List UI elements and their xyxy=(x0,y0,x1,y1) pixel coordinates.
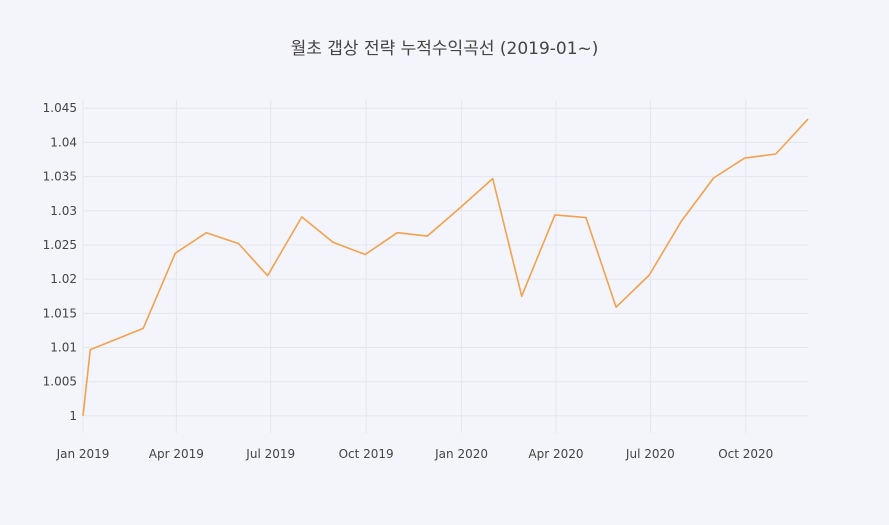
data-point[interactable] xyxy=(518,292,526,300)
data-point[interactable] xyxy=(677,217,685,225)
data-point[interactable] xyxy=(551,211,559,219)
x-tick-label: Oct 2019 xyxy=(339,447,394,461)
data-point[interactable] xyxy=(710,174,718,182)
data-point[interactable] xyxy=(489,175,497,183)
data-point[interactable] xyxy=(264,272,272,280)
x-tick-label: Oct 2020 xyxy=(718,447,773,461)
x-tick-label: Jul 2020 xyxy=(625,447,675,461)
data-point[interactable] xyxy=(457,203,465,211)
chart-title: 월초 갭상 전략 누적수익곡선 (2019-01~) xyxy=(290,39,599,59)
data-point[interactable] xyxy=(361,251,369,259)
series-lines[interactable] xyxy=(79,115,812,420)
data-point[interactable] xyxy=(202,229,210,237)
data-point[interactable] xyxy=(298,213,306,221)
data-point[interactable] xyxy=(139,324,147,332)
y-tick-label: 1.03 xyxy=(50,204,77,218)
data-point[interactable] xyxy=(171,249,179,257)
y-tick-label: 1.01 xyxy=(50,341,77,355)
data-point[interactable] xyxy=(86,346,94,354)
grid-lines xyxy=(82,100,808,433)
y-tick-label: 1.015 xyxy=(43,306,77,320)
data-point[interactable] xyxy=(741,154,749,162)
data-point[interactable] xyxy=(329,238,337,246)
data-point[interactable] xyxy=(612,303,620,311)
x-tick-label: Jan 2019 xyxy=(56,447,110,461)
data-point[interactable] xyxy=(79,412,87,420)
data-point[interactable] xyxy=(804,115,812,123)
data-point[interactable] xyxy=(772,150,780,158)
y-tick-label: 1 xyxy=(69,409,77,423)
x-tick-label: Apr 2020 xyxy=(528,447,583,461)
y-tick-label: 1.025 xyxy=(43,238,77,252)
data-point[interactable] xyxy=(645,271,653,279)
axis-labels: 1 1.005 1.01 1.015 1.02 1.025 1.03 1.035 1.04 1.0… xyxy=(43,101,774,461)
data-point[interactable] xyxy=(235,240,243,248)
x-tick-label: Jul 2019 xyxy=(245,447,295,461)
data-point[interactable] xyxy=(393,229,401,237)
y-tick-label: 1.005 xyxy=(43,375,77,389)
y-tick-label: 1.02 xyxy=(50,272,77,286)
y-tick-label: 1.035 xyxy=(43,170,77,184)
series-line[interactable] xyxy=(82,118,809,416)
x-tick-label: Apr 2019 xyxy=(149,447,204,461)
x-tick-label: Jan 2020 xyxy=(434,447,488,461)
data-point[interactable] xyxy=(582,214,590,222)
y-tick-label: 1.045 xyxy=(43,101,77,115)
y-tick-label: 1.04 xyxy=(50,135,77,149)
data-point[interactable] xyxy=(423,232,431,240)
